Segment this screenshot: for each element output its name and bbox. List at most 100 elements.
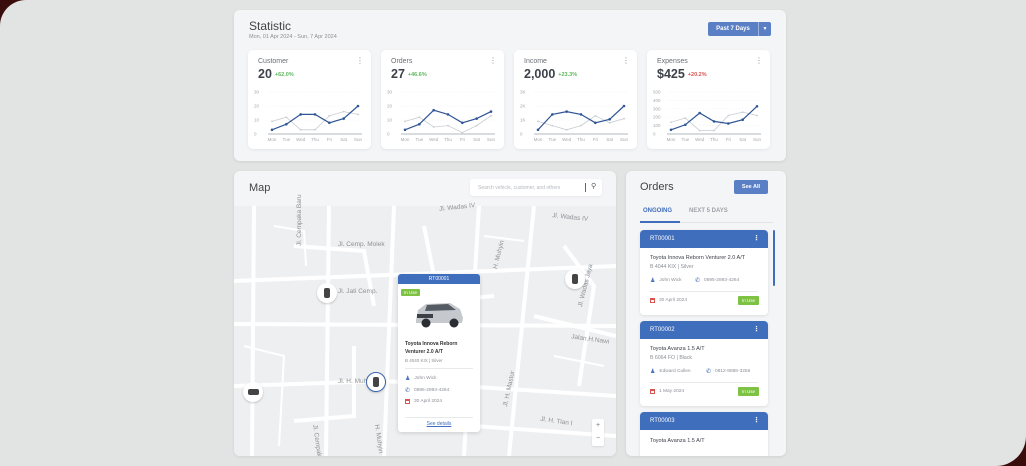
svg-text:Thu: Thu [311, 137, 319, 142]
svg-text:Mon: Mon [534, 137, 543, 142]
car-icon [247, 389, 259, 395]
status-badge: In Use [738, 296, 760, 305]
more-vert-icon[interactable]: ⋮ [356, 56, 364, 65]
delta-badge: +23.3% [558, 72, 578, 78]
vehicle-marker[interactable] [243, 382, 263, 402]
car-image [416, 303, 463, 328]
vehicle-marker[interactable] [317, 283, 337, 303]
svg-text:Sat: Sat [340, 137, 348, 142]
more-vert-icon[interactable]: ⋮ [753, 235, 760, 242]
card-name: Expenses [657, 58, 688, 65]
car-icon [572, 274, 578, 284]
tab-next-5-days[interactable]: NEXT 5 DAYS [689, 208, 728, 214]
card-name: Income [524, 58, 547, 65]
card-value: 20 +62.0% [258, 67, 294, 81]
svg-text:Sun: Sun [620, 137, 629, 142]
card-value: 2,000 +23.3% [524, 67, 578, 81]
svg-text:Tue: Tue [416, 137, 424, 142]
map-panel: Map Search vehicle, customer, and others… [234, 171, 616, 456]
search-input[interactable]: Search vehicle, customer, and others ⚲ [470, 179, 602, 196]
street-label: Jl. Cempaka Baru [296, 194, 303, 246]
svg-text:10: 10 [387, 118, 393, 123]
svg-text:Sun: Sun [487, 137, 496, 142]
zoom-in-button[interactable]: + [595, 422, 601, 429]
svg-text:Sat: Sat [473, 137, 481, 142]
see-all-button[interactable]: See All [734, 180, 768, 194]
divider [585, 183, 586, 192]
customer-name: Edward Cullen [659, 369, 691, 374]
more-vert-icon[interactable]: ⋮ [622, 56, 630, 65]
date-range: Mon, 01 Apr 2024 - Sun, 7 Apr 2024 [249, 34, 337, 40]
orders-panel: Orders See All ONGOING NEXT 5 DAYS RT000… [626, 171, 786, 456]
phone-icon: ✆ [405, 388, 411, 394]
card-name: Orders [391, 58, 413, 65]
orders-tabs: ONGOING NEXT 5 DAYS [640, 207, 773, 223]
svg-text:400: 400 [653, 98, 661, 103]
scrollbar[interactable] [773, 230, 775, 286]
tab-ongoing[interactable]: ONGOING [643, 208, 673, 214]
customer-name: John Wick [414, 376, 437, 381]
svg-text:Wed: Wed [562, 137, 572, 142]
more-vert-icon[interactable]: ⋮ [753, 326, 760, 333]
svg-text:Fri: Fri [593, 137, 598, 142]
calendar-icon [650, 298, 655, 303]
vehicle-plate: B 4044 KIX | Silver [650, 264, 694, 270]
street-label: Jl. Cemp. Molek [338, 241, 385, 248]
more-vert-icon[interactable]: ⋮ [755, 56, 763, 65]
svg-text:100: 100 [653, 123, 661, 128]
delta-badge: +46.6% [407, 72, 427, 78]
vehicle-marker[interactable] [565, 269, 585, 289]
more-vert-icon[interactable]: ⋮ [753, 417, 760, 424]
street-label: Jl. Jati Cemp. [338, 288, 378, 295]
zoom-out-button[interactable]: − [595, 435, 601, 442]
user-icon: ♟ [650, 369, 656, 375]
svg-text:Thu: Thu [577, 137, 585, 142]
search-icon[interactable]: ⚲ [591, 183, 597, 190]
svg-text:30: 30 [387, 90, 393, 95]
vehicle-marker-selected[interactable] [366, 372, 386, 392]
phone-row: ✆ 0895-2893-4264 [695, 277, 739, 284]
svg-text:300: 300 [653, 106, 661, 111]
vehicle-model: Toyota Avanza 1.5 A/T [650, 346, 705, 352]
customer-row: ♟ Edward Cullen [650, 368, 691, 375]
more-vert-icon[interactable]: ⋮ [489, 56, 497, 65]
line-chart: 30 20 10 0 Mon Tue Wed Thu Fri Sat Sun [254, 90, 363, 143]
order-card[interactable]: RT00001 ⋮ Toyota Innova Reborn Venturer 2… [640, 230, 768, 315]
svg-text:Mon: Mon [401, 137, 410, 142]
svg-text:Sat: Sat [606, 137, 614, 142]
stat-card-expenses: Expenses ⋮ $425 +20.2% 500 400 300 200 100 0 Mo… [647, 50, 770, 149]
phone-row: ✆ 0812-8888-3256 [706, 368, 750, 375]
popup-order-id: RT00001 [398, 274, 480, 284]
line-chart: 500 400 300 200 100 0 Mon Tue Wed Thu Fri Sat Sun [653, 90, 762, 143]
chevron-down-icon[interactable]: ▼ [758, 22, 771, 36]
search-placeholder[interactable]: Search vehicle, customer, and others [478, 184, 561, 191]
order-card[interactable]: RT00003 ⋮ Toyota Avanza 1.5 A/T [640, 412, 768, 456]
order-date: 30 April 2024 [414, 399, 443, 404]
svg-text:0: 0 [520, 132, 523, 137]
vehicle-plate: B 6064 FO | Black [650, 355, 693, 361]
svg-text:Sun: Sun [354, 137, 363, 142]
svg-text:0: 0 [387, 132, 390, 137]
map-canvas[interactable]: Jl. Wadas IV Jl. Wadas IV Jl. Cempaka Ba… [234, 194, 616, 456]
status-badge: In Use [738, 387, 760, 396]
phone-number: 0812-8888-3256 [715, 369, 751, 374]
stat-card-customer: Customer ⋮ 20 +62.0% 30 20 10 0 Mon Tue Wed Thu F… [248, 50, 371, 149]
card-value: $425 +20.2% [657, 67, 707, 81]
statistic-title: Statistic [249, 19, 292, 33]
customer-row: ♟ John Wick [650, 277, 682, 284]
period-button-label[interactable]: Past 7 Days [716, 26, 750, 32]
svg-text:0: 0 [653, 132, 656, 137]
period-dropdown[interactable]: Past 7 Days ▼ [708, 22, 771, 36]
map-title: Map [249, 182, 271, 194]
stat-card-orders: Orders ⋮ 27 +46.6% 30 20 10 0 Mon Tue Wed Thu Fri… [381, 50, 504, 149]
see-details-link[interactable]: See details [426, 421, 452, 427]
order-card[interactable]: RT00002 ⋮ Toyota Avanza 1.5 A/T B 6064 FO… [640, 321, 768, 406]
svg-text:3K: 3K [520, 90, 526, 95]
svg-text:Mon: Mon [268, 137, 277, 142]
phone-number: 0895-2893-4264 [414, 388, 450, 393]
order-date: 1 May 2024 [659, 389, 685, 394]
svg-text:Sun: Sun [753, 137, 762, 142]
line-chart: 30 20 10 0 Mon Tue Wed Thu Fri Sat Sun [387, 90, 496, 143]
svg-text:20: 20 [254, 104, 260, 109]
